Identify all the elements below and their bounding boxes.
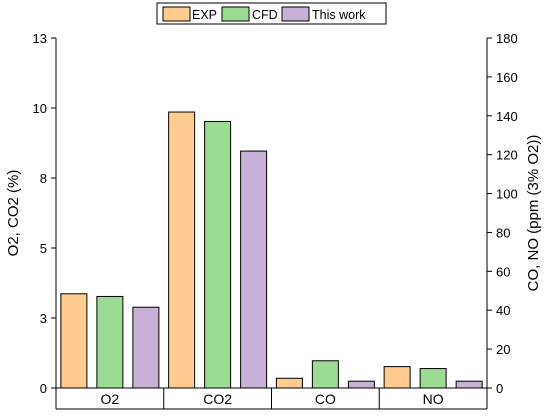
right-tick-label: 0 [496, 381, 503, 396]
legend-label: This work [312, 8, 366, 22]
bar-exp-co2 [168, 111, 196, 389]
left-tick-label: 5 [40, 241, 47, 256]
legend-label: CFD [252, 8, 278, 22]
legend-swatch [162, 6, 191, 22]
bar-this-work-co2 [240, 150, 268, 389]
category-label: NO [423, 391, 444, 407]
left-axis-title: O2, CO2 (%) [5, 170, 22, 257]
right-tick-label: 180 [496, 31, 518, 46]
bar-cfd-co [311, 360, 339, 389]
bar-this-work-o2 [132, 306, 160, 389]
legend-box [156, 2, 387, 25]
legend-swatch [221, 6, 250, 22]
bar-cfd-co2 [204, 120, 232, 389]
bar-cfd-o2 [96, 295, 124, 389]
bar-exp-o2 [60, 293, 88, 389]
right-tick-label: 140 [496, 109, 518, 124]
legend: EXP CFD This work [156, 2, 387, 25]
category-label: O2 [101, 391, 120, 407]
bar-cfd-no [419, 368, 447, 389]
bar-this-work-no [455, 380, 483, 389]
right-axis-ticks: 0 20 40 60 80 100 120 140 160 180 [487, 31, 518, 396]
right-tick-label: 20 [496, 342, 510, 357]
left-tick-label: 8 [40, 171, 47, 186]
right-tick-label: 80 [496, 225, 510, 240]
category-labels: O2 CO2 CO NO [101, 391, 444, 407]
bar-exp-no [383, 366, 411, 389]
left-tick-label: 3 [40, 311, 47, 326]
axes [55, 38, 488, 410]
left-axis-ticks: 0 3 5 8 10 13 [33, 31, 56, 396]
category-label: CO [315, 391, 336, 407]
left-tick-label: 13 [33, 31, 47, 46]
category-label: CO2 [203, 391, 232, 407]
legend-label: EXP [192, 8, 217, 22]
right-axis-title: CO, NO (ppm (3% O2)) [525, 135, 542, 292]
right-tick-label: 160 [496, 70, 518, 85]
left-tick-label: 0 [40, 381, 47, 396]
right-tick-label: 100 [496, 187, 518, 202]
right-tick-label: 40 [496, 303, 510, 318]
bar-this-work-co [347, 380, 375, 389]
left-tick-label: 10 [33, 101, 47, 116]
bars [60, 111, 483, 389]
bar-exp-co [275, 377, 303, 389]
right-tick-label: 60 [496, 264, 510, 279]
legend-swatch [281, 6, 310, 22]
right-tick-label: 120 [496, 148, 518, 163]
